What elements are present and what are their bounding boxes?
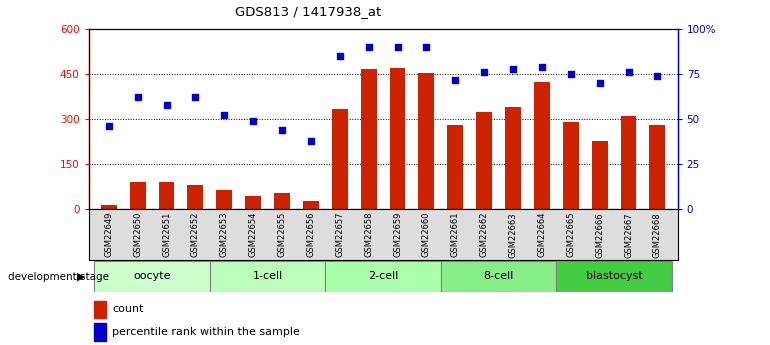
Text: count: count xyxy=(112,304,144,314)
Text: GSM22663: GSM22663 xyxy=(508,212,517,258)
Bar xyxy=(621,116,637,209)
Text: GSM22654: GSM22654 xyxy=(249,212,258,257)
Point xyxy=(507,66,519,71)
Bar xyxy=(326,261,440,292)
Text: 1-cell: 1-cell xyxy=(253,272,283,281)
Point xyxy=(276,127,288,132)
Text: GSM22665: GSM22665 xyxy=(566,212,575,257)
Point xyxy=(651,73,664,79)
Bar xyxy=(274,193,290,209)
Text: development stage: development stage xyxy=(8,272,109,282)
Point xyxy=(247,118,259,124)
Text: 8-cell: 8-cell xyxy=(484,272,514,281)
Text: GSM22653: GSM22653 xyxy=(219,212,229,257)
Text: GSM22655: GSM22655 xyxy=(277,212,286,257)
Text: ▶: ▶ xyxy=(77,272,85,282)
Point xyxy=(536,64,548,70)
Bar xyxy=(557,261,672,292)
Bar xyxy=(95,323,106,341)
Text: 2-cell: 2-cell xyxy=(368,272,398,281)
Text: blastocyst: blastocyst xyxy=(586,272,642,281)
Point xyxy=(102,124,115,129)
Bar xyxy=(591,141,608,209)
Text: GSM22661: GSM22661 xyxy=(450,212,460,257)
Point xyxy=(218,113,230,118)
Text: GSM22662: GSM22662 xyxy=(480,212,489,257)
Point xyxy=(160,102,172,107)
Point xyxy=(478,70,490,75)
Text: GSM22666: GSM22666 xyxy=(595,212,604,258)
Bar xyxy=(440,261,556,292)
Point xyxy=(420,45,433,50)
Bar xyxy=(94,261,210,292)
Text: percentile rank within the sample: percentile rank within the sample xyxy=(112,327,300,337)
Bar xyxy=(95,300,106,318)
Text: GDS813 / 1417938_at: GDS813 / 1417938_at xyxy=(235,5,381,18)
Text: GSM22667: GSM22667 xyxy=(624,212,633,258)
Bar xyxy=(245,196,261,209)
Point xyxy=(189,95,202,100)
Bar xyxy=(563,122,579,209)
Bar xyxy=(210,261,326,292)
Text: GSM22658: GSM22658 xyxy=(364,212,373,257)
Point xyxy=(305,138,317,143)
Bar xyxy=(159,182,175,209)
Point xyxy=(622,70,634,75)
Bar xyxy=(447,125,464,209)
Bar xyxy=(187,185,203,209)
Text: GSM22649: GSM22649 xyxy=(104,212,113,257)
Text: GSM22657: GSM22657 xyxy=(335,212,344,257)
Text: oocyte: oocyte xyxy=(133,272,171,281)
Bar xyxy=(418,73,434,209)
Bar xyxy=(390,68,406,209)
Point xyxy=(333,53,346,59)
Text: GSM22668: GSM22668 xyxy=(653,212,662,258)
Text: GSM22656: GSM22656 xyxy=(306,212,316,257)
Point xyxy=(391,45,403,50)
Bar xyxy=(476,111,492,209)
Point xyxy=(564,71,577,77)
Point xyxy=(449,77,461,82)
Text: GSM22650: GSM22650 xyxy=(133,212,142,257)
Bar xyxy=(505,107,521,209)
Bar xyxy=(649,125,665,209)
Bar xyxy=(101,205,117,209)
Text: GSM22651: GSM22651 xyxy=(162,212,171,257)
Bar xyxy=(332,109,348,209)
Bar xyxy=(360,69,377,209)
Text: GSM22660: GSM22660 xyxy=(422,212,431,257)
Text: GSM22664: GSM22664 xyxy=(537,212,547,257)
Bar xyxy=(216,190,233,209)
Bar xyxy=(303,201,319,209)
Point xyxy=(363,45,375,50)
Bar xyxy=(129,182,146,209)
Point xyxy=(132,95,144,100)
Text: GSM22652: GSM22652 xyxy=(191,212,200,257)
Text: GSM22659: GSM22659 xyxy=(393,212,402,257)
Point xyxy=(594,80,606,86)
Bar xyxy=(534,82,550,209)
